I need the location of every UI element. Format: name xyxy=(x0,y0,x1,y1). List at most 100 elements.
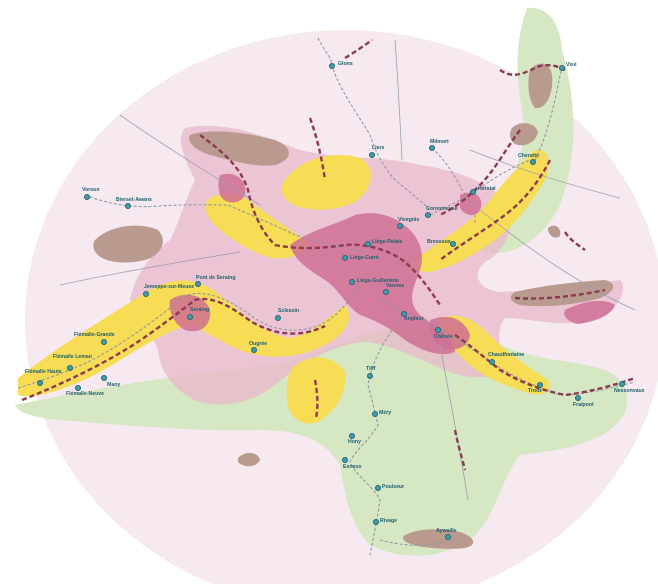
station-flemalle-neuve[interactable]: Flémalle-Neuve xyxy=(66,384,104,397)
station-mery[interactable]: Méry xyxy=(371,410,391,417)
station-nessonvaux[interactable]: Nessonvaux xyxy=(614,380,645,394)
roads xyxy=(59,39,636,501)
station-marker-icon[interactable] xyxy=(186,313,193,320)
station-marker-icon[interactable] xyxy=(84,193,91,200)
station-label: Chênée xyxy=(434,334,453,340)
corridor-ougree-south xyxy=(313,379,319,419)
station-marker-icon[interactable] xyxy=(75,384,82,391)
station-marker-icon[interactable] xyxy=(396,222,403,229)
station-seraing[interactable]: Seraing xyxy=(186,307,209,320)
station-esneux[interactable]: Esneux xyxy=(341,456,362,470)
station-poulseur[interactable]: Poulseur xyxy=(374,484,404,491)
corridor-east-ridge xyxy=(514,288,606,300)
station-marker-icon[interactable] xyxy=(382,288,389,295)
station-label: Pont de Seraing xyxy=(196,275,236,281)
station-label: Vivegnis xyxy=(398,217,419,223)
dashed-rail-corridors xyxy=(21,39,636,471)
station-marker-icon[interactable] xyxy=(374,484,381,491)
station-flemalle-grande[interactable]: Flémalle-Grande xyxy=(74,332,115,345)
station-chenee[interactable]: Chênée xyxy=(434,326,453,340)
station-cheratte[interactable]: Cheratte xyxy=(518,153,539,165)
corridor-vise xyxy=(499,64,566,76)
station-liers[interactable]: Liers xyxy=(368,145,385,158)
station-glons[interactable]: Glons xyxy=(328,61,353,70)
station-marker-icon[interactable] xyxy=(37,379,44,386)
station-vivegnis[interactable]: Vivegnis xyxy=(396,217,419,229)
station-herstal[interactable]: Herstal xyxy=(469,186,496,195)
corridor-herstal xyxy=(439,129,521,217)
station-vise[interactable]: Visé xyxy=(559,62,577,72)
station-milmort[interactable]: Milmort xyxy=(428,139,449,151)
station-label: Rivage xyxy=(380,518,397,524)
station-marker-icon[interactable] xyxy=(348,278,355,285)
brown-zone-aywaille xyxy=(403,529,474,549)
station-coronmeuse[interactable]: Coronmeuse xyxy=(424,206,458,218)
station-marker-icon[interactable] xyxy=(101,374,108,381)
station-marker-icon[interactable] xyxy=(274,314,281,321)
station-marker-icon[interactable] xyxy=(449,240,456,247)
station-hony[interactable]: Hony xyxy=(348,432,361,445)
station-label: Liège-Guillemins xyxy=(357,278,399,284)
station-ougree[interactable]: Ougrée xyxy=(249,341,267,353)
station-label: Voroux xyxy=(82,187,100,193)
station-flemalle-leman[interactable]: Flémalle Leman xyxy=(53,354,92,371)
grey-rail-ourthe xyxy=(349,317,401,556)
station-marker-icon[interactable] xyxy=(250,346,257,353)
station-pont-seraing[interactable]: Pont de Seraing xyxy=(194,275,236,287)
station-bressoux[interactable]: Bressoux xyxy=(427,239,456,247)
yellow-zone-north-lobe xyxy=(281,154,371,210)
station-marker-icon[interactable] xyxy=(125,202,132,209)
station-marker-icon[interactable] xyxy=(530,158,537,165)
station-label: Liers xyxy=(372,145,385,151)
station-fraipont[interactable]: Fraipont xyxy=(573,394,594,408)
station-label: Angleur xyxy=(404,316,424,322)
station-marker-icon[interactable] xyxy=(424,211,431,218)
station-voroux[interactable]: Voroux xyxy=(82,187,100,200)
station-marker-icon[interactable] xyxy=(444,534,451,541)
grey-rail-bierset xyxy=(84,194,366,253)
station-flemalle-haute[interactable]: Flémalle Haute xyxy=(25,369,62,386)
station-marker-icon[interactable] xyxy=(400,310,407,317)
station-marker-icon[interactable] xyxy=(142,290,149,297)
station-marker-icon[interactable] xyxy=(619,380,626,387)
station-vennes[interactable]: Vennes xyxy=(382,283,404,295)
station-sclessin[interactable]: Sclessin xyxy=(274,308,299,321)
station-marker-icon[interactable] xyxy=(575,394,582,401)
station-liege-guillemins[interactable]: Liège-Guillemins xyxy=(348,278,399,285)
stations: Glons Visé Liers Milmort Cheratte Herstal Voro… xyxy=(25,61,645,541)
station-angleur[interactable]: Angleur xyxy=(400,310,424,322)
station-marker-icon[interactable] xyxy=(469,188,476,195)
station-marker-icon[interactable] xyxy=(537,381,544,388)
station-label: Milmort xyxy=(430,139,449,145)
station-many[interactable]: Many xyxy=(101,374,120,388)
station-jemeppe[interactable]: Jemeppe-sur-Meuse xyxy=(142,284,194,297)
station-trooz[interactable]: Trooz xyxy=(528,381,544,394)
brown-zone-north xyxy=(189,131,289,166)
station-marker-icon[interactable] xyxy=(348,432,355,439)
station-marker-icon[interactable] xyxy=(341,254,348,261)
station-marker-icon[interactable] xyxy=(371,410,378,417)
station-marker-icon[interactable] xyxy=(194,280,201,287)
station-liege-carre[interactable]: Liège-Carré xyxy=(341,254,379,261)
station-marker-icon[interactable] xyxy=(488,358,495,365)
station-bierset[interactable]: Bierset-Awans xyxy=(116,197,152,209)
corridor-north-loop xyxy=(199,134,276,246)
station-marker-icon[interactable] xyxy=(341,456,348,463)
station-marker-icon[interactable] xyxy=(366,372,373,379)
station-chaudfontaine[interactable]: Chaudfontaine xyxy=(488,352,524,365)
station-rivage[interactable]: Rivage xyxy=(372,518,397,526)
station-marker-icon[interactable] xyxy=(364,240,371,247)
station-marker-icon[interactable] xyxy=(101,338,108,345)
grey-rail-meuse-west xyxy=(17,284,361,389)
station-marker-icon[interactable] xyxy=(67,364,74,371)
station-marker-icon[interactable] xyxy=(328,63,335,70)
station-marker-icon[interactable] xyxy=(559,65,566,72)
station-marker-icon[interactable] xyxy=(368,151,375,158)
corridor-cheratte-liege xyxy=(439,159,552,261)
station-marker-icon[interactable] xyxy=(434,326,441,333)
station-marker-icon[interactable] xyxy=(428,144,435,151)
station-liege-palais[interactable]: Liège-Palais xyxy=(364,239,402,247)
station-aywaille[interactable]: Aywaille xyxy=(436,528,457,541)
station-tilff[interactable]: Tilff xyxy=(366,366,376,379)
station-marker-icon[interactable] xyxy=(372,519,379,526)
